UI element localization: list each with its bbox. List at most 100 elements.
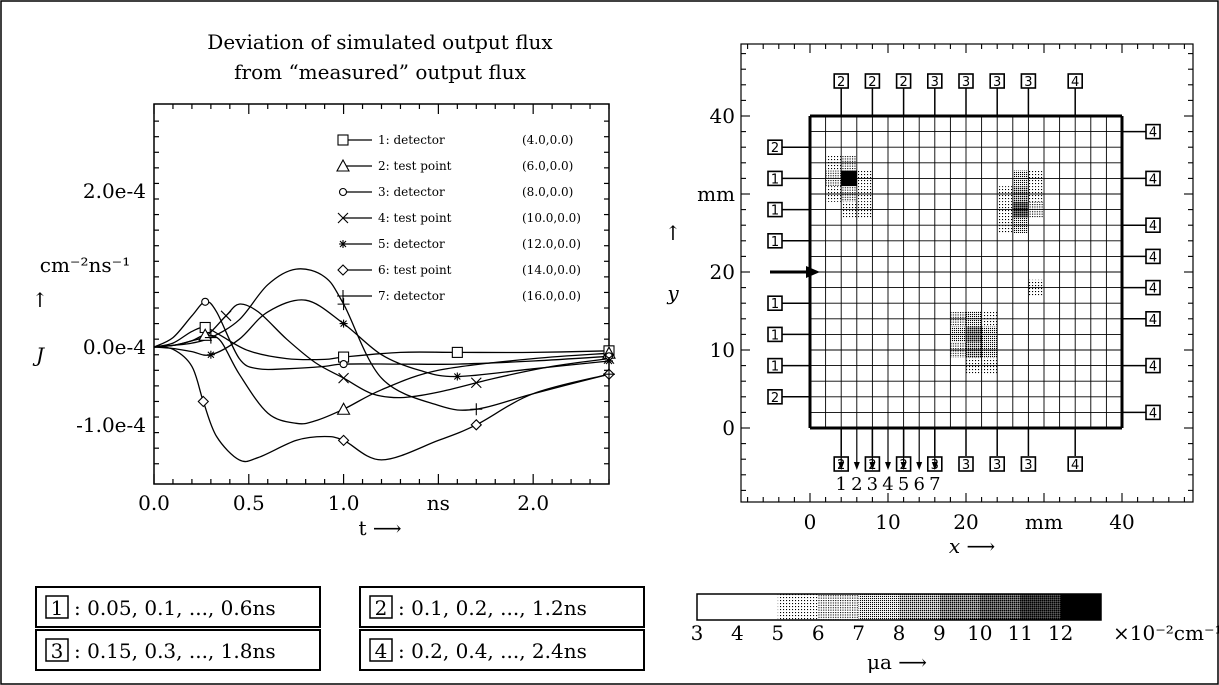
test-point-arrowhead xyxy=(916,462,923,470)
test-point-arrowhead xyxy=(900,462,907,470)
y-tick-labels: 40 mm 20 10 0 xyxy=(697,104,735,440)
chart-subtitle: from “measured” output flux xyxy=(234,60,526,84)
asterisk-marker xyxy=(206,350,215,359)
timing-text: : 0.2, 0.4, ..., 2.4ns xyxy=(398,639,587,663)
test-point-label: 3 xyxy=(867,474,878,495)
legend-coord-5: (12.0,0.0) xyxy=(522,237,581,251)
timing-box xyxy=(359,586,645,628)
y-tick-label: 0 xyxy=(722,416,735,440)
x-marker xyxy=(470,377,482,389)
detector-box xyxy=(926,73,943,89)
legend-coord-3: (8.0,0.0) xyxy=(522,185,573,199)
detector-box xyxy=(1020,73,1037,89)
detector-label: 4 xyxy=(1149,219,1157,234)
detector-box xyxy=(1145,357,1161,374)
timing-id: 4 xyxy=(375,639,388,663)
timing-id-box xyxy=(369,638,393,662)
detector-label: 4 xyxy=(1149,360,1157,375)
x-tick-label: 40 xyxy=(1109,510,1134,534)
legend: 1: detector (4.0,0.0) 2: test point (6.0,0.… xyxy=(336,133,581,303)
y-tick-label: 20 xyxy=(710,260,735,284)
detector-box xyxy=(767,295,783,312)
legend-label-7: 7: detector xyxy=(378,289,445,303)
circle-marker xyxy=(338,187,348,197)
test-point-label: 6 xyxy=(913,474,924,495)
timing-id-box xyxy=(369,595,393,619)
colorbar-unit: ×10⁻²cm⁻¹ xyxy=(1113,621,1219,645)
detector-label: 1 xyxy=(771,235,779,250)
timing-text: : 0.1, 0.2, ..., 1.2ns xyxy=(398,596,587,620)
asterisk-marker xyxy=(453,372,462,381)
source-arrow-head xyxy=(806,266,820,278)
legend-coord-4: (10.0,0.0) xyxy=(522,211,581,225)
colorbar-segment xyxy=(979,594,1021,620)
source-arrow xyxy=(770,266,820,278)
detector-box xyxy=(833,73,850,89)
y-tick-label: 40 xyxy=(710,104,735,128)
timing-id: 1 xyxy=(51,596,64,620)
legend-label-2: 2: test point xyxy=(378,159,452,173)
detector-label: 3 xyxy=(962,75,970,90)
test-point-arrowhead xyxy=(931,462,938,470)
chart-title: Deviation of simulated output flux xyxy=(207,30,553,54)
legend-label-4: 4: test point xyxy=(378,211,452,225)
colorbar-segment xyxy=(818,594,860,620)
diagram-frame xyxy=(740,43,1194,503)
legend-label-5: 5: detector xyxy=(378,237,445,251)
x-axis-label: t ⟶ xyxy=(358,516,401,540)
series-line-2 xyxy=(153,334,610,425)
y-tick-label: mm xyxy=(697,182,735,206)
detector-box xyxy=(958,456,974,472)
test-point-label: 5 xyxy=(898,474,909,495)
colorbar-segment xyxy=(1020,594,1062,620)
detector-box xyxy=(1067,456,1083,472)
detectors: 22233334222333342111111244444444 xyxy=(767,73,1161,473)
y-axis-arrow: ↑ xyxy=(665,221,682,245)
detector-box xyxy=(958,73,974,89)
detector-label: 3 xyxy=(962,458,970,473)
square-marker xyxy=(451,346,463,358)
triangle-marker xyxy=(336,402,351,415)
detector-box xyxy=(1067,73,1083,89)
legend-label-1: 1: detector xyxy=(378,133,445,147)
x-tick-label: 0.5 xyxy=(233,491,265,515)
legend-label-3: 3: detector xyxy=(378,185,445,199)
colorbar-segment xyxy=(899,594,940,620)
legend-coord-7: (16.0,0.0) xyxy=(522,289,581,303)
detector-label: 1 xyxy=(771,172,779,187)
x-tick-label: 20 xyxy=(953,510,978,534)
x-marker xyxy=(338,372,349,384)
detector-box xyxy=(1145,279,1161,296)
legend-coord-1: (4.0,0.0) xyxy=(522,133,573,147)
plus-marker xyxy=(337,298,350,311)
absorption-grid-diagram: 22233334222333342111111244444444 1234567… xyxy=(665,43,1194,558)
detector-label: 2 xyxy=(771,141,779,156)
plus-marker xyxy=(204,331,217,344)
x-tick-label: ns xyxy=(427,491,450,515)
test-point-arrowhead xyxy=(853,462,860,470)
tick-marks xyxy=(153,104,610,484)
square-marker xyxy=(337,134,349,146)
detector-box xyxy=(895,73,912,89)
plus-marker xyxy=(337,290,349,302)
timing-box xyxy=(35,629,321,671)
timing-id: 3 xyxy=(51,639,64,663)
detector-box xyxy=(767,170,783,187)
test-point-arrowhead xyxy=(869,462,876,470)
detector-label: 4 xyxy=(1149,406,1157,421)
detector-box xyxy=(767,201,783,218)
x-tick-label: 0.0 xyxy=(138,491,170,515)
detector-label: 2 xyxy=(899,75,907,90)
detector-label: 2 xyxy=(868,75,876,90)
colorbar-tick-label: 7 xyxy=(852,621,865,645)
triangle-marker xyxy=(336,158,350,172)
detector-label: 1 xyxy=(771,204,779,219)
detector-label: 4 xyxy=(1071,75,1079,90)
detector-label: 4 xyxy=(1071,458,1079,473)
colorbar-segment xyxy=(939,594,981,620)
detector-box xyxy=(1020,456,1037,472)
plus-marker xyxy=(470,403,483,416)
test-point-label: 2 xyxy=(851,474,862,495)
